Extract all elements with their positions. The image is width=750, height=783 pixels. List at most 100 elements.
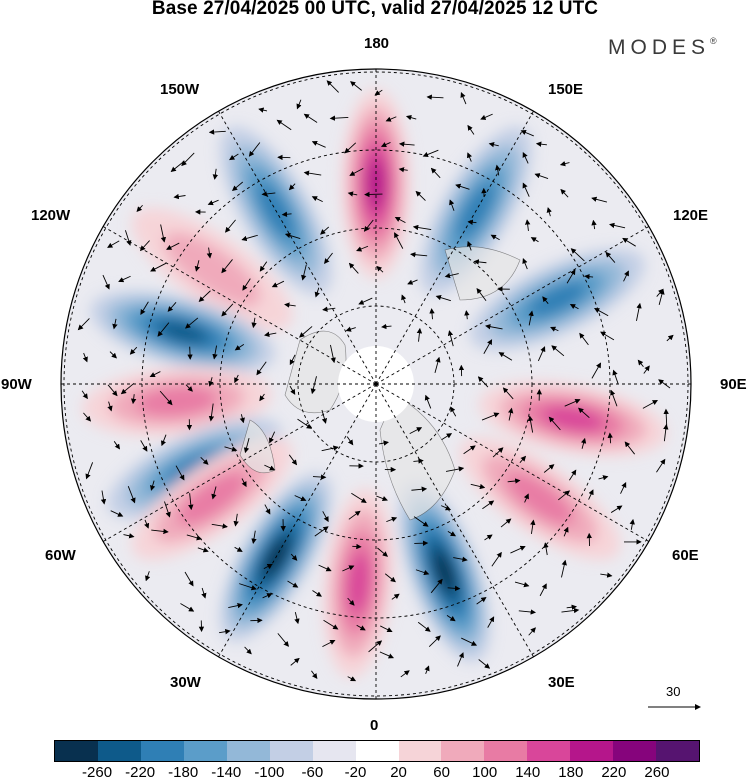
wind-arrow [546,207,552,217]
wind-arrow [150,480,156,491]
meridian-line [218,383,377,658]
wind-arrow [368,640,383,653]
wind-arrow [561,607,580,614]
wind-arrow [560,188,569,198]
wind-arrow [557,490,571,501]
wind-arrow [296,99,302,110]
wind-arrow [658,379,671,389]
wind-arrow [298,326,313,338]
wind-arrow [290,657,300,666]
wind-arrow [160,434,167,447]
wind-arrow [358,297,373,305]
wind-arrow [303,170,322,176]
wind-arrow [326,80,339,93]
wind-arrow [186,534,203,541]
wind-arrow [527,415,534,433]
wind-arrow [473,259,487,265]
wind-arrow [234,343,245,351]
wind-arrow [188,493,194,511]
wind-arrow [424,394,432,409]
map-border [60,68,692,700]
wind-arrow [380,625,393,633]
wind-arrow [636,302,642,321]
wind-arrow [136,204,143,213]
wind-arrow [445,466,465,472]
wind-arrow [539,583,547,597]
label-150e: 150E [548,81,584,98]
wind-arrow [124,230,132,246]
wind-arrow [314,526,329,537]
wind-arrow [221,259,233,274]
wind-arrow [345,326,356,332]
wind-arrow [663,408,669,428]
wind-arrow [229,153,239,161]
wind-arrow [347,597,355,606]
wind-arrow [248,142,261,157]
wind-arrow [523,493,529,503]
wind-arrow [467,219,477,225]
wind-arrow [551,345,565,357]
wind-arrow [321,445,339,452]
wind-arrow [264,331,277,337]
wind-arrow [159,390,173,406]
colorbar-segment [140,741,184,761]
wind-arrow [518,609,537,615]
wind-arrow [444,272,459,279]
wind-arrow [264,504,271,515]
wind-arrow [185,317,199,329]
wind-arrow [242,278,251,291]
wind-arrow [234,374,240,384]
wind-arrow [284,232,301,239]
wind-arrow [261,191,276,197]
meridian-line [375,383,650,542]
wind-arrow [109,351,117,359]
wind-arrow [570,248,585,262]
wind-arrow [118,275,131,283]
wind-arrow [113,441,121,450]
wind-arrow [522,258,528,270]
colorbar-tick-label: 260 [644,764,670,781]
wind-arrow [520,129,534,137]
wind-arrow [342,565,355,572]
wind-arrow [422,149,439,157]
map-title: Base 27/04/2025 00 UTC, valid 27/04/2025… [151,0,599,19]
colorbar-segment [226,741,270,761]
wind-arrow [407,279,418,285]
wind-arrow [609,222,626,229]
wind-arrow [663,423,669,442]
wind-arrow [289,385,296,395]
wind-arrow [514,581,530,588]
wind-arrow [271,280,285,288]
wind-arrow [415,190,426,201]
wind-arrow [324,252,333,265]
meridian-line [375,383,534,658]
wind-arrow [502,387,514,400]
wind-arrow [228,602,243,609]
wind-arrow [410,252,428,258]
wind-arrow [447,531,457,537]
wind-arrow [284,302,296,308]
wind-arrow [198,290,211,302]
wind-arrow [251,530,257,544]
wind-arrow [166,242,180,250]
colorbar-segment [55,741,98,761]
wind-arrow [447,585,461,592]
wind-arrow [310,376,317,395]
wind-arrow [211,486,217,500]
wind-arrow [352,543,362,550]
wind-arrow [311,670,318,679]
colorbar [54,740,700,762]
wind-arrow [173,193,186,200]
wind-arrow [569,469,577,481]
wind-arrow [398,167,408,173]
wind-arrow [259,261,268,272]
wind-arrow [453,556,468,562]
wind-arrow [463,445,476,455]
label-120w: 120W [31,207,71,224]
wind-arrow [281,211,292,217]
wind-arrow [564,398,581,407]
wind-arrow [277,633,290,647]
wind-arrow [85,462,94,480]
wind-arrow [519,455,527,463]
